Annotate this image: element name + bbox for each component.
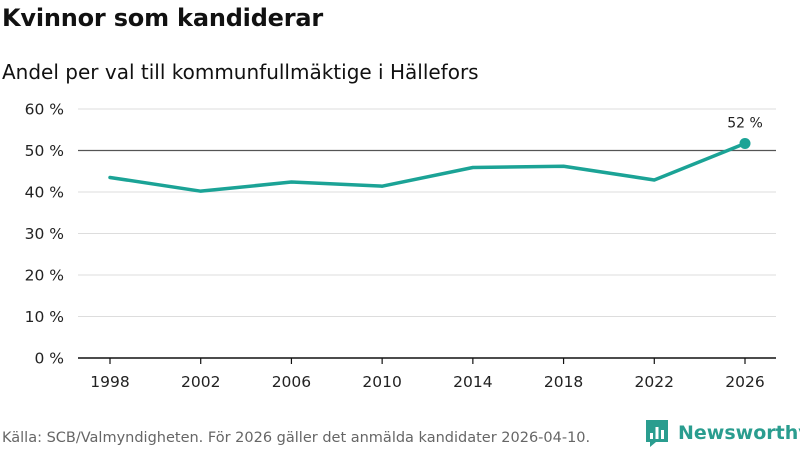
- x-tick-label: 1998: [90, 373, 129, 391]
- source-note: Källa: SCB/Valmyndigheten. För 2026 gäll…: [2, 430, 591, 446]
- y-tick-label: 50 %: [25, 142, 64, 160]
- brand-logo[interactable]: Newsworthy: [644, 418, 800, 448]
- x-tick-label: 2014: [453, 373, 492, 391]
- brand-name: Newsworthy: [678, 422, 800, 444]
- x-tick-label: 2006: [272, 373, 311, 391]
- x-tick-label: 2010: [362, 373, 401, 391]
- x-tick-label: 2002: [181, 373, 220, 391]
- series-line: [108, 141, 747, 193]
- y-tick-label: 20 %: [25, 267, 64, 285]
- y-tick-label: 0 %: [34, 350, 64, 368]
- chart-title: Kvinnor som kandiderar: [2, 4, 324, 32]
- data-label-last: 52 %: [727, 115, 763, 131]
- data-point-last: [739, 137, 751, 149]
- y-tick-label: 40 %: [25, 184, 64, 202]
- y-tick-label: 60 %: [25, 101, 64, 119]
- x-tick-label: 2018: [544, 373, 583, 391]
- bar-chart-logo-icon: [646, 420, 668, 447]
- y-tick-label: 10 %: [25, 308, 64, 326]
- chart-subtitle: Andel per val till kommunfullmäktige i H…: [2, 60, 479, 84]
- y-tick-label: 30 %: [25, 225, 64, 243]
- x-tick-label: 2022: [635, 373, 674, 391]
- x-tick-label: 2026: [725, 373, 764, 391]
